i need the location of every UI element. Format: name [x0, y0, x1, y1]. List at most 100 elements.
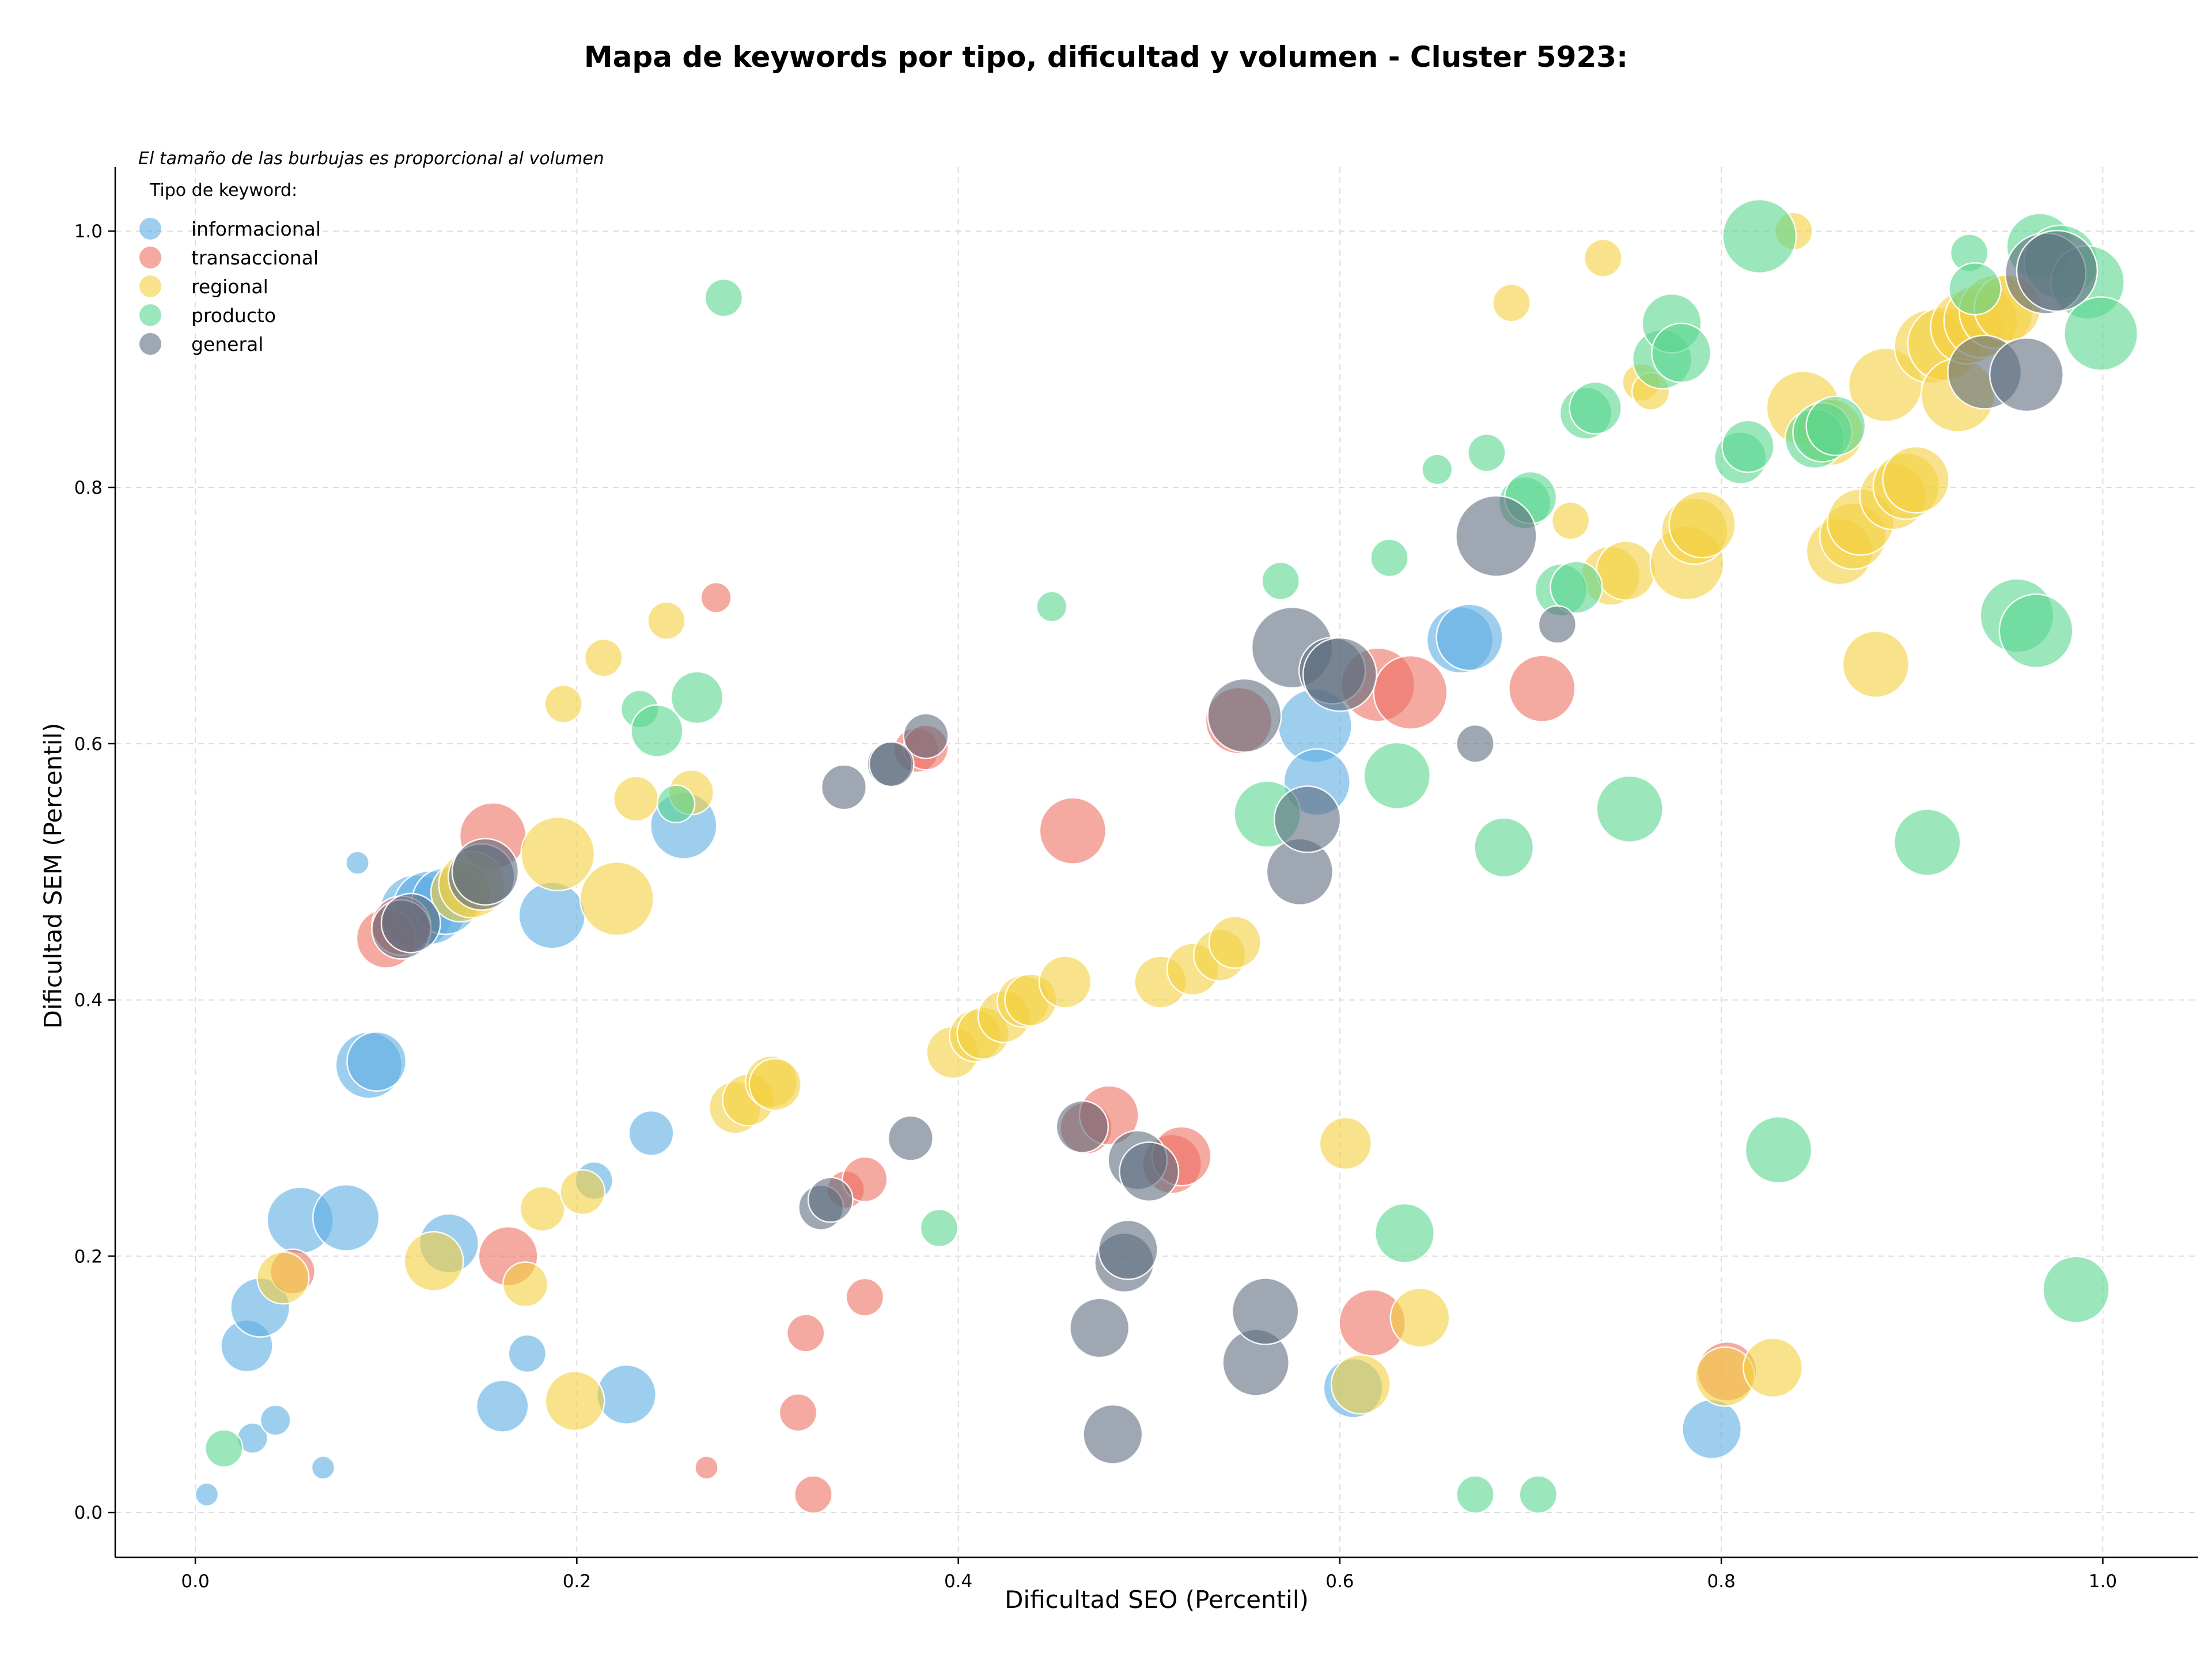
legend-label: producto	[191, 304, 276, 327]
y-tick-label: 0.4	[74, 990, 103, 1011]
data-point-transaccional	[786, 1314, 825, 1353]
data-point-regional	[647, 601, 686, 641]
data-point-general	[820, 764, 867, 811]
legend-item-informacional: informacional	[138, 214, 604, 243]
data-point-general	[1455, 495, 1537, 577]
data-point-transaccional	[694, 1455, 719, 1480]
data-point-transaccional	[1508, 654, 1576, 722]
x-tick-label: 0.2	[563, 1571, 591, 1592]
legend-swatch	[139, 275, 161, 297]
data-point-producto	[1744, 1116, 1813, 1184]
data-point-regional	[1319, 1117, 1373, 1170]
data-point-transaccional	[1039, 797, 1107, 865]
data-point-informacional	[259, 1404, 291, 1436]
data-point-producto	[1474, 817, 1535, 878]
data-point-informacional	[507, 1334, 547, 1374]
data-point-regional	[613, 775, 659, 822]
y-tick-label: 1.0	[74, 221, 103, 242]
legend: El tamaño de las burbujas es proporciona…	[138, 149, 604, 358]
data-point-general	[1119, 1141, 1180, 1202]
data-point-producto	[1456, 1475, 1495, 1514]
data-point-regional	[502, 1261, 548, 1308]
legend-label: transaccional	[191, 246, 319, 269]
data-point-informacional	[194, 1482, 219, 1507]
data-point-regional	[520, 816, 596, 892]
data-point-general	[1988, 337, 2064, 413]
x-axis-label: Dificultad SEO (Percentil)	[1005, 1586, 1309, 1614]
data-point-informacional	[1681, 1399, 1743, 1460]
data-point-producto	[204, 1429, 244, 1468]
data-point-regional	[1882, 445, 1950, 514]
series-regional	[256, 211, 2041, 1432]
legend-label: regional	[191, 275, 268, 298]
data-point-general	[1097, 1219, 1158, 1280]
data-point-informacional	[628, 1110, 675, 1156]
data-point-general	[380, 892, 441, 954]
data-point-producto	[1421, 453, 1453, 486]
data-point-transaccional	[1373, 654, 1448, 730]
data-point-general	[2016, 229, 2099, 312]
legend-swatch	[139, 218, 161, 240]
data-point-producto	[1596, 775, 1664, 843]
data-point-transaccional	[794, 1475, 833, 1514]
series-producto	[204, 199, 2139, 1514]
data-point-regional	[1668, 490, 1736, 559]
data-point-producto	[2063, 296, 2139, 372]
data-point-general	[451, 838, 520, 906]
data-point-regional	[1743, 1337, 1804, 1398]
data-point-producto	[1805, 395, 1866, 456]
data-point-producto	[1518, 1475, 1558, 1514]
data-point-general	[1055, 1100, 1109, 1153]
legend-item-producto: producto	[138, 301, 604, 330]
legend-item-transaccional: transaccional	[138, 243, 604, 272]
data-point-producto	[630, 704, 684, 758]
data-point-regional	[1584, 239, 1623, 278]
data-point-general	[1273, 785, 1342, 853]
data-point-producto	[1948, 262, 2002, 316]
y-tick-label: 0.0	[74, 1503, 103, 1523]
data-point-informacional	[310, 1455, 336, 1480]
x-tick-label: 0.4	[944, 1571, 972, 1592]
data-point-producto	[1467, 433, 1506, 472]
x-tick-label: 1.0	[2089, 1571, 2117, 1592]
legend-items: informacional transaccional regional produc…	[138, 214, 604, 358]
y-tick-label: 0.8	[74, 478, 103, 498]
data-point-general	[1537, 605, 1577, 644]
data-point-regional	[748, 1058, 802, 1111]
data-point-producto	[1374, 1202, 1435, 1263]
data-point-producto	[1261, 561, 1300, 601]
legend-swatch	[139, 304, 161, 326]
legend-note: El tamaño de las burbujas es proporciona…	[138, 149, 604, 169]
data-point-producto	[656, 784, 696, 824]
data-point-informacional	[475, 1379, 529, 1433]
data-point-general	[1069, 1297, 1130, 1359]
y-axis-label: Dificultad SEM (Percentil)	[39, 722, 67, 1029]
data-point-general	[1231, 1277, 1300, 1345]
data-point-regional	[1842, 630, 1910, 698]
chart-title: Mapa de keywords por tipo, dificultad y …	[584, 40, 1628, 74]
data-point-general	[887, 1115, 934, 1161]
data-point-producto	[1370, 538, 1409, 578]
data-point-regional	[1492, 283, 1531, 323]
data-point-producto	[1569, 381, 1622, 435]
data-point-producto	[2042, 1255, 2110, 1323]
data-point-general	[1082, 1403, 1143, 1465]
data-point-informacional	[1435, 603, 1503, 671]
data-point-producto	[670, 671, 724, 724]
data-point-producto	[1363, 741, 1431, 810]
data-point-transaccional	[778, 1393, 818, 1432]
data-point-producto	[1893, 808, 1961, 876]
data-point-general	[807, 1176, 854, 1223]
data-point-regional	[1208, 915, 1262, 969]
data-point-regional	[544, 1371, 605, 1432]
legend-item-regional: regional	[138, 272, 604, 301]
data-point-producto	[1651, 322, 1712, 383]
data-point-producto	[1721, 419, 1775, 474]
data-point-producto	[704, 278, 744, 317]
legend-label: informacional	[191, 217, 321, 240]
x-tick-label: 0.0	[181, 1571, 209, 1592]
data-point-producto	[919, 1208, 959, 1248]
data-point-regional	[403, 1231, 464, 1292]
data-point-producto	[1550, 561, 1603, 614]
